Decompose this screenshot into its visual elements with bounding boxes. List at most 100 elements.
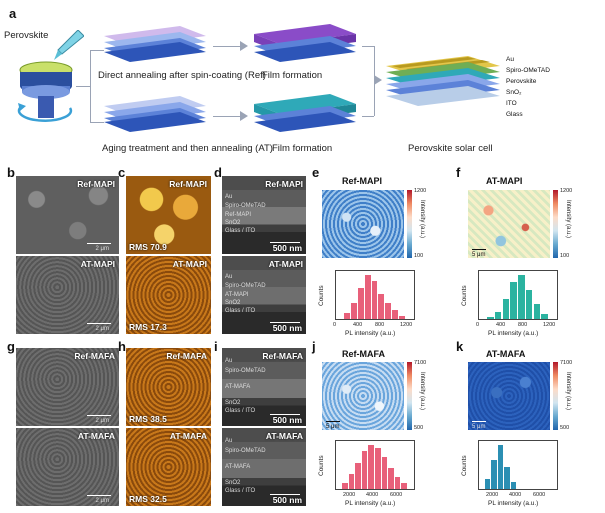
tick-j-2: 6000 — [390, 492, 403, 498]
afm-rms-at-mafa: RMS 32.5 — [129, 494, 167, 504]
colorbar-k — [553, 362, 558, 430]
layer-ito: ITO — [506, 100, 517, 107]
histogram-bar — [497, 445, 504, 489]
afm-at-mapi: AT-MAPI RMS 17.3 — [126, 256, 211, 334]
xlabel-j: PL intensity (a.u.) — [345, 500, 396, 507]
xsec-layer-au-4: Au — [225, 438, 233, 444]
tick-k-0: 2000 — [486, 492, 499, 498]
xsec-layer-pvsk-2: AT-MAPI — [225, 292, 249, 298]
at-path-caption: Aging treatment and then annealing (AT) — [102, 143, 273, 154]
histogram-bar — [342, 483, 348, 489]
counts-label-e: Counts — [318, 285, 325, 306]
at-film-stack — [250, 92, 360, 138]
hist-at-mafa — [478, 440, 558, 490]
counts-label-k: Counts — [461, 455, 468, 476]
histogram-bar — [364, 275, 371, 319]
cb-min-j: 500 — [414, 425, 424, 431]
panel-label-b: b — [7, 165, 15, 180]
histogram-bar — [344, 312, 350, 319]
histogram-bar — [381, 456, 388, 489]
histogram-bar — [371, 281, 378, 319]
histogram-bar — [361, 450, 368, 489]
xsec-at-mafa: AT-MAFA Au Spiro-OMeTAD AT-MAFA SnO2 Gla… — [222, 428, 306, 506]
tick-f-2: 800 — [518, 322, 528, 328]
pl-map-at-mafa: 5 μm — [468, 362, 550, 430]
tick-e-1: 400 — [353, 322, 363, 328]
xsec-layer-pvsk-1: Ref-MAPI — [225, 212, 252, 218]
at-wet-film-stack — [100, 92, 210, 134]
xsec-layer-ito-2: Glass / ITO — [225, 308, 256, 314]
xsec-scale-4: 500 nm — [272, 495, 302, 505]
xsec-layer-au-1: Au — [225, 194, 233, 200]
tick-f-1: 400 — [496, 322, 506, 328]
ref-film-stack — [250, 22, 360, 68]
sem-scale-1: 2 μm — [95, 246, 109, 252]
cb-title-k: Intensity (a.u.) — [565, 372, 571, 411]
hist-bars — [485, 445, 517, 489]
xsec-layer-au-2: Au — [225, 274, 233, 280]
xsec-layer-ito-4: Glass / ITO — [225, 488, 256, 494]
panel-label-e: e — [312, 165, 320, 180]
counts-label-j: Counts — [318, 455, 325, 476]
sem-ref-mapi-label: Ref-MAPI — [77, 179, 115, 189]
xsec-ref-mafa: Ref-MAFA Au Spiro-OMeTAD AT-MAFA SnO2 Gl… — [222, 348, 306, 426]
cb-min-f: 100 — [560, 253, 570, 259]
histogram-bar — [394, 477, 401, 489]
histogram-bar — [487, 316, 494, 319]
afm-ref-mapi: Ref-MAPI RMS 70.9 — [126, 176, 211, 254]
histogram-bar — [525, 289, 533, 319]
xsec-at-mapi: AT-MAPI Au Spiro-OMeTAD AT-MAPI SnO2 Gla… — [222, 256, 306, 334]
cb-title-f: Intensity (a.u.) — [565, 200, 571, 239]
spin-coater-icon — [8, 56, 83, 128]
sem-at-mapi: AT-MAPI 2 μm — [16, 256, 119, 334]
histogram-bar — [491, 459, 497, 489]
histogram-bar — [375, 447, 381, 489]
cb-min-e: 100 — [414, 253, 424, 259]
layer-au: Au — [506, 56, 514, 63]
xsec-layer-sno2-1: SnO2 — [225, 220, 241, 226]
xsec-layer-pvsk-3: AT-MAFA — [225, 384, 251, 390]
film-formation-caption-1: Film formation — [262, 70, 323, 81]
afm-rms-ref-mafa: RMS 38.5 — [129, 414, 167, 424]
hist-ref-mafa — [335, 440, 415, 490]
histogram-bar — [350, 303, 357, 319]
histogram-bar — [541, 314, 548, 319]
cb-max-k: 7100 — [560, 360, 573, 366]
histogram-bar — [494, 311, 502, 319]
panel-label-h: h — [118, 339, 126, 354]
device-caption: Perovskite solar cell — [408, 143, 493, 154]
cb-max-j: 7100 — [414, 360, 427, 366]
xsec-layer-sno2-2: SnO2 — [225, 300, 241, 306]
pl-map-ref-mapi — [322, 190, 404, 258]
histogram-bar — [378, 293, 385, 319]
sem-at-mafa: AT-MAFA 2 μm — [16, 428, 119, 506]
ref-path-caption: Direct annealing after spin-coating (Ref… — [98, 70, 266, 81]
histogram-bar — [502, 299, 510, 319]
xsec-layer-spiro-4: Spiro-OMeTAD — [225, 448, 266, 454]
pl-title-at-mafa: AT-MAFA — [486, 349, 526, 359]
afm-ref-mafa-label: Ref-MAFA — [166, 351, 207, 361]
counts-label-f: Counts — [461, 285, 468, 306]
afm-rms-ref-mapi: RMS 70.9 — [129, 242, 167, 252]
xsec-ref-mafa-label: Ref-MAFA — [262, 351, 303, 361]
afm-at-mafa-label: AT-MAFA — [169, 431, 207, 441]
layer-spiro: Spiro-OMeTAD — [506, 67, 550, 74]
xsec-scale-3: 500 nm — [272, 415, 302, 425]
xsec-layer-ito-3: Glass / ITO — [225, 408, 256, 414]
sem-ref-mapi: Ref-MAPI 2 μm — [16, 176, 119, 254]
hist-bars — [487, 275, 549, 319]
tick-j-0: 2000 — [343, 492, 356, 498]
xlabel-e: PL intensity (a.u.) — [345, 330, 396, 337]
xsec-layer-spiro-1: Spiro-OMeTAD — [225, 203, 266, 209]
sem-scale-3: 2 μm — [95, 418, 109, 424]
tick-k-2: 6000 — [533, 492, 546, 498]
tick-f-3: 1200 — [543, 322, 556, 328]
pl-map-at-mapi: 5 μm — [468, 190, 550, 258]
xsec-layer-sno2-3: SnO2 — [225, 400, 241, 406]
solar-cell-stack — [384, 52, 504, 116]
layer-glass: Glass — [506, 111, 523, 118]
histogram-bar — [385, 303, 392, 319]
dropper-icon — [48, 29, 85, 60]
cb-min-k: 500 — [560, 425, 570, 431]
pl-title-at-mapi: AT-MAPI — [486, 176, 523, 186]
